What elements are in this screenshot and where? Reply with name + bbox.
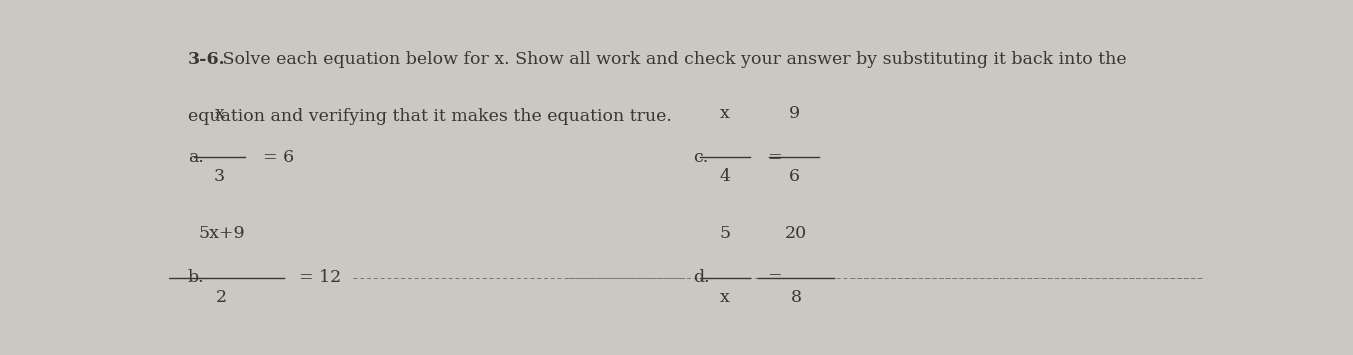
Text: 3-6.: 3-6. — [188, 51, 226, 68]
Text: Solve each equation below for x. Show all work and check your answer by substitu: Solve each equation below for x. Show al… — [218, 51, 1127, 68]
Text: x: x — [720, 289, 729, 306]
Text: 20: 20 — [785, 225, 808, 242]
Text: equation and verifying that it makes the equation true.: equation and verifying that it makes the… — [188, 108, 672, 125]
Text: b.: b. — [188, 269, 204, 286]
Text: =: = — [767, 269, 782, 286]
Text: 4: 4 — [720, 168, 731, 185]
Text: d.: d. — [694, 269, 710, 286]
Text: 5: 5 — [720, 225, 731, 242]
Text: 5x+9: 5x+9 — [199, 225, 245, 242]
Text: 2: 2 — [216, 289, 227, 306]
Text: = 12: = 12 — [299, 269, 341, 286]
Text: 8: 8 — [790, 289, 802, 306]
Text: = 6: = 6 — [264, 149, 295, 166]
Text: 6: 6 — [789, 168, 800, 185]
Text: =: = — [767, 149, 782, 166]
Text: x: x — [720, 105, 729, 122]
Text: a.: a. — [188, 149, 204, 166]
Text: 3: 3 — [214, 168, 225, 185]
Text: c.: c. — [694, 149, 709, 166]
Text: 9: 9 — [789, 105, 800, 122]
Text: x: x — [215, 105, 225, 122]
